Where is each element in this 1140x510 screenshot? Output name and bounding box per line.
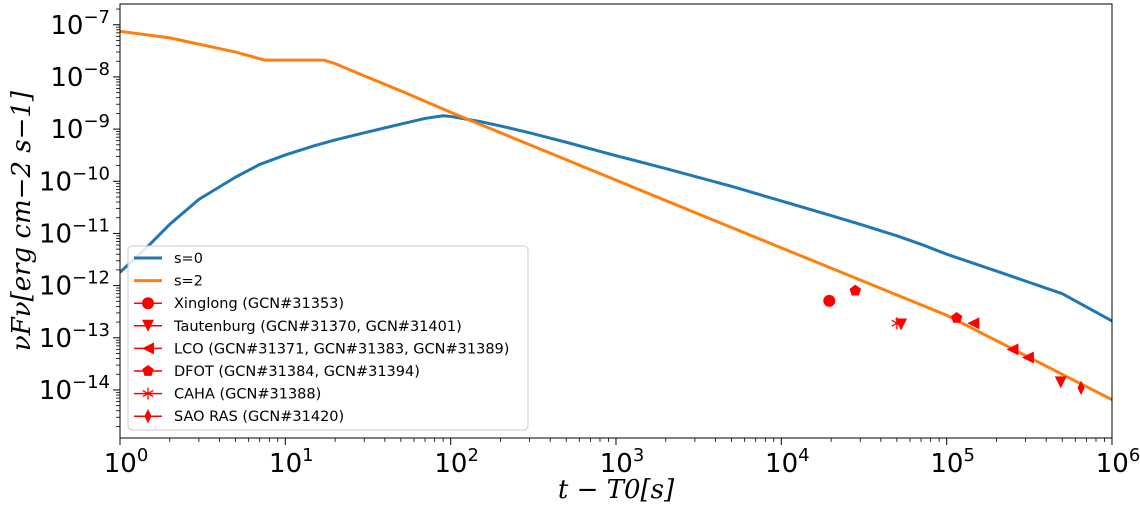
x-tick-label: 104 (765, 445, 810, 479)
legend-label: SAO RAS (GCN#31420) (174, 409, 344, 425)
legend-marker-icon (142, 365, 154, 376)
plot-area (120, 29, 1112, 402)
legend-entry-5: DFOT (GCN#31384, GCN#31394) (134, 364, 420, 380)
y-axis-label: νFν[erg cm−2 s−1] (7, 90, 37, 351)
y-tick-label: 10−8 (50, 59, 110, 93)
legend-marker-icon (142, 297, 154, 310)
legend-marker-icon-stroke (142, 390, 154, 398)
y-tick-label: 10−10 (39, 163, 110, 197)
y-tick-label: 10−12 (39, 268, 110, 302)
x-tick-label: 102 (434, 445, 479, 479)
data-point-series-4-2 (1021, 351, 1034, 364)
legend-entry-0: s=0 (134, 251, 203, 267)
legend-marker-icon (144, 409, 152, 424)
axis-ticks: 100 101 102 103 104 105 106 10−14 10−13 10−12 10−1… (39, 7, 1140, 479)
legend-entry-3: Tautenburg (GCN#31370, GCN#31401) (134, 319, 462, 335)
legend-marker-icon (142, 319, 154, 332)
data-point-series-4-1 (1006, 343, 1019, 356)
x-tick-label: 103 (600, 445, 645, 479)
legend-marker-icon (142, 342, 154, 355)
legend-entry-6: CAHA (GCN#31388) (134, 387, 321, 403)
legend: s=0 s=2 Xinglong (GCN#31353) Tautenburg (GC… (127, 245, 529, 431)
data-point-series-3-1 (1054, 376, 1067, 389)
legend-entry-7: SAO RAS (GCN#31420) (134, 409, 344, 425)
legend-box (127, 245, 529, 431)
data-point-series-7-0 (1077, 380, 1085, 396)
y-tick-label: 10−7 (50, 7, 110, 41)
legend-marker-icon (142, 387, 154, 400)
data-point-series-2-0 (823, 294, 836, 307)
legend-label: CAHA (GCN#31388) (174, 387, 321, 403)
x-tick-label: 105 (930, 445, 975, 479)
legend-label: Xinglong (GCN#31353) (174, 296, 344, 312)
legend-label: Tautenburg (GCN#31370, GCN#31401) (173, 319, 462, 335)
y-tick-label: 10−9 (50, 111, 110, 145)
data-point-series-4-0 (967, 317, 980, 330)
legend-entry-4: LCO (GCN#31371, GCN#31383, GCN#31389) (134, 341, 509, 357)
series-line-s-2 (120, 29, 1112, 402)
legend-entry-2: Xinglong (GCN#31353) (134, 296, 344, 312)
data-point-series-5-0 (849, 284, 861, 296)
legend-label: DFOT (GCN#31384, GCN#31394) (174, 364, 420, 380)
data-point-series-6-0 (891, 317, 903, 330)
data-point-series-3-0 (895, 318, 908, 331)
data-point-series-6-0-stroke (891, 319, 903, 327)
y-tick-label: 10−11 (39, 215, 110, 249)
x-tick-label: 100 (104, 445, 149, 479)
y-tick-label: 10−14 (39, 372, 110, 406)
legend-label: s=0 (174, 251, 203, 267)
series-line-s-0 (120, 114, 1112, 323)
legend-entry-1: s=2 (134, 274, 203, 290)
legend-label: LCO (GCN#31371, GCN#31383, GCN#31389) (174, 341, 509, 357)
data-point-series-5-1 (951, 311, 963, 323)
x-tick-label: 106 (1096, 445, 1140, 479)
x-tick-label: 101 (269, 445, 314, 479)
y-tick-label: 10−13 (39, 320, 110, 354)
x-axis-label: t − T0[s] (558, 475, 675, 505)
legend-label: s=2 (174, 274, 203, 290)
